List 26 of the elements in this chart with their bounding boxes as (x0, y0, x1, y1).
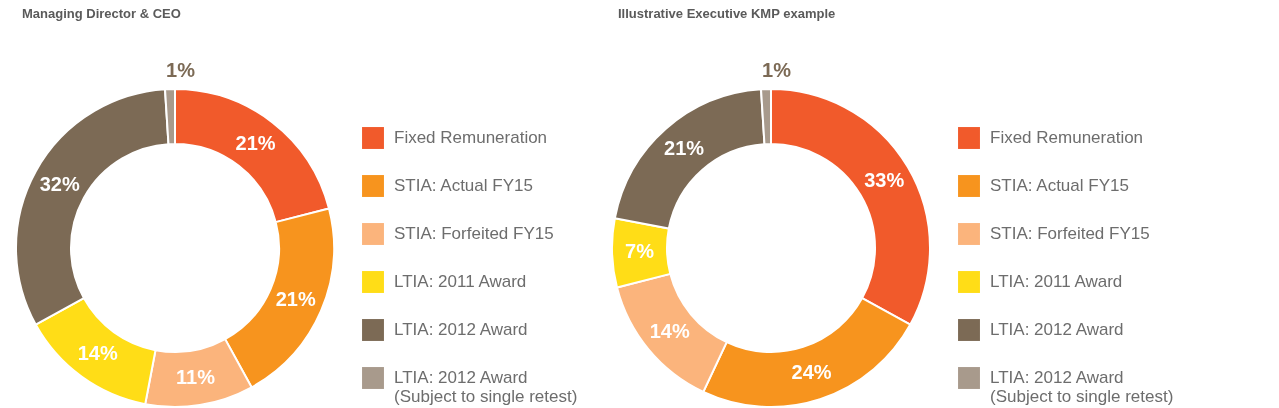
data-label: 11% (176, 365, 216, 388)
data-label: 1% (762, 59, 792, 82)
legend-label: LTIA: 2012 Award (Subject to single retest) (394, 368, 578, 406)
data-label: 21% (235, 132, 276, 155)
data-label: 14% (77, 342, 118, 365)
legend-label: LTIA: 2011 Award (990, 272, 1123, 291)
data-label: 21% (275, 288, 316, 311)
data-label: 1% (166, 59, 196, 82)
legend-label: STIA: Forfeited FY15 (394, 224, 554, 243)
data-label: 32% (39, 172, 80, 195)
legend-label: STIA: Actual FY15 (394, 176, 533, 195)
legend-label: Fixed Remuneration (394, 128, 548, 147)
legend-label: LTIA: 2012 Award (Subject to single retest) (990, 368, 1174, 406)
data-label: 21% (664, 137, 705, 160)
chart-title: Illustrative Executive KMP example (618, 6, 836, 22)
chart-title: Managing Director & CEO (22, 6, 181, 22)
data-label: 14% (649, 319, 690, 342)
legend-label: STIA: Forfeited FY15 (990, 224, 1150, 243)
legend-label: Fixed Remuneration (990, 128, 1144, 147)
legend-label: LTIA: 2011 Award (394, 272, 527, 291)
legend-label: STIA: Actual FY15 (990, 176, 1129, 195)
data-label: 7% (625, 240, 655, 263)
legend-label: LTIA: 2012 Award (990, 320, 1124, 339)
legend-label: LTIA: 2012 Award (394, 320, 528, 339)
data-label: 33% (864, 169, 905, 192)
data-label: 24% (791, 361, 832, 384)
